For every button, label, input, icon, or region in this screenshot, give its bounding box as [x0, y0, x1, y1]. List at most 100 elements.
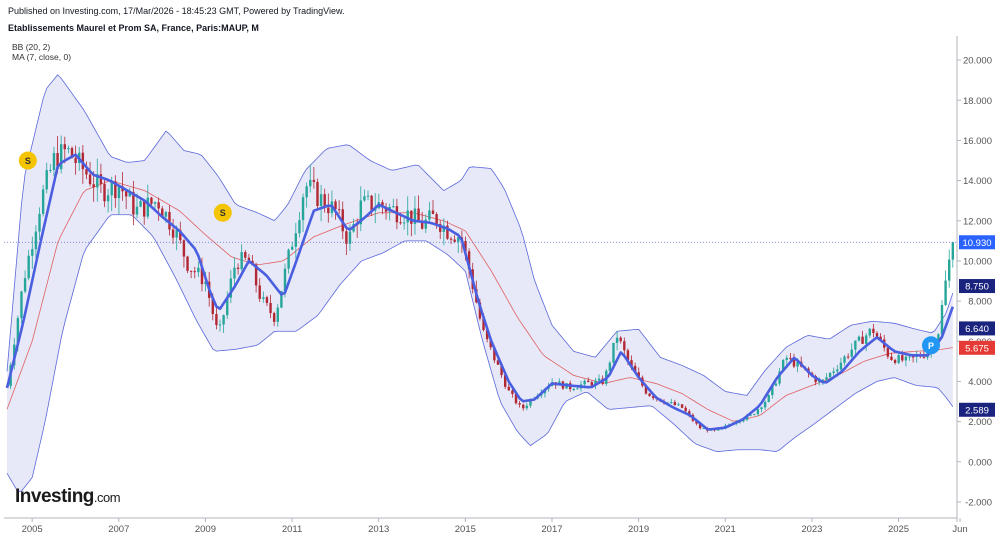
candle-body [637, 372, 640, 378]
candle-body [179, 230, 182, 241]
candle-body [175, 230, 178, 238]
candle-body [319, 194, 323, 207]
candle-body [760, 407, 763, 410]
bb-indicator-label[interactable]: BB (20, 2) [12, 42, 51, 52]
candle-body [406, 210, 409, 223]
candle-body [843, 356, 846, 363]
candle-body [572, 389, 575, 391]
candle-body [594, 380, 597, 386]
candle-body [821, 379, 825, 381]
candle-body [85, 169, 88, 175]
y-tick-label: 18.000 [963, 96, 992, 107]
candle-body [590, 382, 594, 386]
candle-body [608, 362, 612, 371]
candle-body [215, 314, 218, 326]
split-marker [213, 203, 232, 222]
candle-body [88, 174, 92, 185]
bollinger-lower-line [6, 214, 954, 493]
candle-body [424, 219, 427, 229]
x-tick-label: 2023 [801, 524, 822, 535]
candle-body [529, 399, 532, 406]
candle-body [110, 181, 113, 196]
candle-body [222, 315, 225, 325]
candle-body [518, 403, 521, 405]
candle-body [305, 186, 308, 198]
candle-body [893, 359, 897, 363]
candle-body [291, 246, 294, 250]
candle-body [753, 414, 756, 416]
candle-body [96, 174, 99, 188]
candle-body [879, 336, 882, 340]
candle-body [677, 404, 680, 406]
price-label-box [959, 340, 995, 355]
candle-body [52, 153, 56, 170]
candle-body [771, 385, 774, 395]
candle-body [698, 423, 702, 429]
x-tick-label: 2021 [715, 524, 736, 535]
candle-body [428, 210, 431, 220]
candle-body [890, 356, 893, 360]
candle-body [796, 361, 799, 367]
candle-body [135, 206, 139, 215]
candle-body [626, 350, 630, 361]
candle-body [500, 364, 503, 376]
candle-body [489, 339, 492, 348]
candle-body [413, 208, 417, 224]
marker-label: S [25, 156, 31, 166]
y-tick-label: 2.000 [968, 417, 992, 428]
candle-body [204, 281, 207, 285]
candle-body [265, 297, 269, 303]
candle-body [283, 268, 287, 292]
x-tick-label: 2019 [628, 524, 649, 535]
candle-body [337, 209, 341, 211]
candle-body [334, 201, 337, 210]
candle-body [399, 222, 402, 224]
price-label-text: 6.640 [965, 324, 989, 335]
candle-body [496, 360, 500, 365]
ma7-line [5, 153, 955, 431]
price-label-box [959, 402, 995, 417]
candle-body [240, 252, 243, 270]
candle-body [229, 278, 233, 298]
candle-body [370, 195, 373, 211]
bollinger-band-fill [7, 74, 953, 492]
candle-body [189, 270, 193, 272]
candle-body [818, 380, 821, 383]
candle-body [16, 318, 20, 345]
candle-body [702, 428, 705, 430]
candle-body [688, 411, 691, 415]
candle-body [92, 184, 95, 188]
candle-body [41, 189, 45, 214]
candle-body [767, 394, 770, 402]
candle-body [511, 390, 514, 394]
candle-body [684, 407, 687, 412]
candle-body [280, 291, 283, 308]
candle-body [67, 148, 70, 150]
candle-body [272, 313, 276, 322]
candle-body [244, 252, 247, 258]
candle-body [503, 375, 507, 387]
candle-body [832, 371, 835, 373]
candle-body [287, 249, 290, 269]
y-tick-label: 4.000 [968, 377, 992, 388]
candle-body [904, 356, 908, 361]
price-label-text: 8.750 [965, 282, 989, 293]
candle-body [940, 304, 944, 335]
ma-indicator-label[interactable]: MA (7, close, 0) [12, 52, 72, 62]
candle-body [298, 220, 301, 234]
candle-body [258, 285, 261, 299]
candle-body [27, 255, 30, 279]
candle-body [312, 179, 316, 182]
published-note: Published on Investing.com, 17/Mar/2026 … [8, 6, 345, 16]
candle-body [200, 267, 204, 285]
candle-body [262, 297, 265, 299]
candle-body [431, 210, 435, 215]
candle-body [254, 264, 258, 286]
candle-body [269, 302, 272, 314]
candle-body [139, 201, 142, 207]
marker-label: S [220, 208, 226, 218]
price-label-box [959, 279, 995, 294]
candle-body [644, 385, 648, 394]
candle-body [197, 267, 200, 273]
